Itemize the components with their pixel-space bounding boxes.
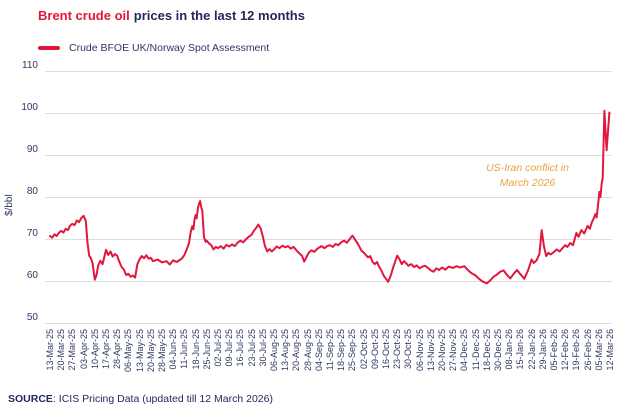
y-gridline-110 xyxy=(45,70,612,72)
source-text: : ICIS Pricing Data (updated till 12 Mar… xyxy=(52,393,273,405)
y-axis-tick-label: 80 xyxy=(26,185,38,197)
event-annotation-line2: March 2026 xyxy=(499,177,556,189)
source-note: SOURCE: ICIS Pricing Data (updated till … xyxy=(8,393,273,405)
y-axis-tick-label: 110 xyxy=(22,59,38,71)
price-line-series xyxy=(49,109,611,285)
y-axis-tick-label: 90 xyxy=(26,143,38,155)
chart-title: Brent crude oil prices in the last 12 mon… xyxy=(38,8,305,23)
y-gridline-100 xyxy=(45,112,612,114)
chart-title-rest: prices in the last 12 months xyxy=(133,8,305,23)
y-gridline-50 xyxy=(45,322,612,324)
event-annotation: US-Iran conflict in March 2026 xyxy=(470,161,585,191)
y-gridline-70 xyxy=(45,238,612,240)
y-axis-tick-label: 70 xyxy=(26,227,38,239)
legend: Crude BFOE UK/Norway Spot Assessment xyxy=(38,41,269,55)
legend-series-label: Crude BFOE UK/Norway Spot Assessment xyxy=(69,42,270,54)
y-axis-tick-label: 100 xyxy=(21,101,38,113)
legend-line-swatch-icon xyxy=(38,46,60,50)
event-annotation-line1: US-Iran conflict in xyxy=(486,162,569,174)
y-gridline-80 xyxy=(45,196,612,198)
y-gridline-60 xyxy=(45,280,612,282)
y-axis-tick-label: 60 xyxy=(26,269,38,281)
y-gridline-90 xyxy=(45,154,612,156)
source-label: SOURCE xyxy=(8,393,53,405)
chart-title-highlight: Brent crude oil xyxy=(38,8,130,23)
y-axis-tick-label: 50 xyxy=(26,311,38,323)
